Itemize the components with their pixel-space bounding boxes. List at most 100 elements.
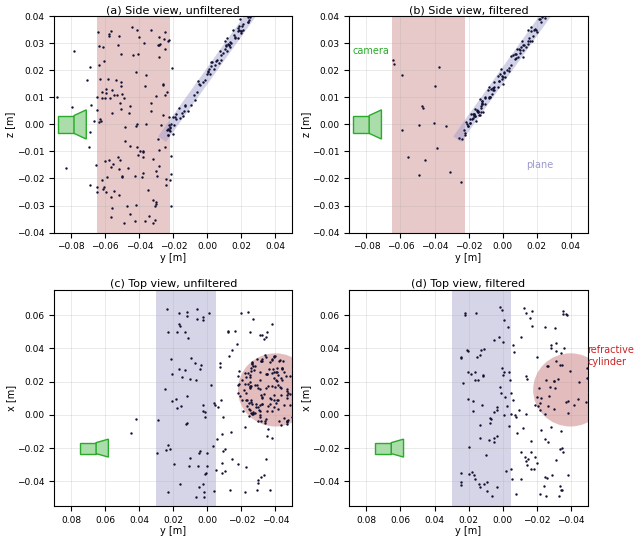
Point xyxy=(328,421,339,429)
Point xyxy=(240,488,250,496)
Point xyxy=(67,103,77,112)
Point xyxy=(158,35,168,43)
Point xyxy=(267,433,277,442)
Point xyxy=(250,380,260,389)
Point xyxy=(441,121,451,130)
Point xyxy=(192,315,202,324)
Point xyxy=(220,444,230,453)
Point xyxy=(161,126,172,134)
Point xyxy=(558,310,568,319)
Point xyxy=(573,395,583,404)
Point xyxy=(289,414,299,422)
Point xyxy=(556,427,566,435)
Point xyxy=(257,393,268,402)
Point xyxy=(511,412,521,421)
Polygon shape xyxy=(369,110,381,139)
Point xyxy=(205,58,216,67)
Point xyxy=(172,114,182,123)
Point xyxy=(485,93,495,101)
Point xyxy=(262,0,272,1)
Point xyxy=(466,369,476,378)
Point xyxy=(472,106,482,115)
Point xyxy=(263,382,273,391)
Point xyxy=(148,196,158,205)
Point xyxy=(204,64,214,73)
Point xyxy=(489,77,499,86)
Point xyxy=(551,338,561,347)
Point xyxy=(116,173,127,182)
Point xyxy=(269,352,280,360)
Point xyxy=(52,92,62,101)
Point xyxy=(106,163,116,172)
Point xyxy=(290,355,300,364)
Point xyxy=(243,13,253,22)
Point xyxy=(200,407,210,416)
Point xyxy=(185,375,195,383)
Point xyxy=(228,26,239,35)
Point xyxy=(259,335,269,344)
Point xyxy=(544,10,554,18)
Bar xyxy=(156,290,216,506)
Point xyxy=(465,109,476,118)
Point xyxy=(511,53,522,62)
Point xyxy=(536,394,546,403)
Polygon shape xyxy=(74,110,86,139)
Point xyxy=(546,423,556,431)
Point xyxy=(556,349,566,357)
Point xyxy=(497,306,507,314)
Point xyxy=(518,304,529,312)
Point xyxy=(470,112,481,120)
Point xyxy=(269,352,280,360)
Bar xyxy=(97,16,170,233)
Point xyxy=(154,53,164,62)
Point xyxy=(225,41,235,49)
Point xyxy=(542,11,552,20)
Point xyxy=(183,107,193,115)
Point xyxy=(476,101,486,110)
Point xyxy=(85,63,95,72)
Point xyxy=(550,0,560,9)
Point xyxy=(516,475,526,483)
Point xyxy=(236,15,246,23)
Point xyxy=(471,308,481,317)
Point xyxy=(161,175,172,184)
Point xyxy=(184,461,195,470)
Point xyxy=(497,72,508,80)
Point xyxy=(518,53,529,62)
Point xyxy=(525,36,535,45)
Point xyxy=(232,340,242,349)
Point xyxy=(182,392,192,401)
Point xyxy=(101,88,111,97)
Point xyxy=(291,397,301,406)
Point xyxy=(526,448,536,456)
Point xyxy=(166,119,176,128)
Point xyxy=(246,367,257,376)
Point xyxy=(271,396,282,404)
Point xyxy=(217,459,227,468)
Point xyxy=(499,411,509,420)
Point xyxy=(221,42,231,51)
Point xyxy=(561,309,571,318)
Point xyxy=(171,110,181,119)
Point xyxy=(138,38,148,47)
Point xyxy=(131,415,141,423)
Point xyxy=(468,109,478,118)
Point xyxy=(465,119,475,128)
Point xyxy=(194,80,204,88)
Point xyxy=(239,386,250,395)
Point xyxy=(584,388,595,396)
Point xyxy=(509,55,520,64)
Point xyxy=(504,367,515,376)
Point xyxy=(172,328,182,337)
Point xyxy=(215,363,225,372)
Point xyxy=(138,153,148,162)
Point xyxy=(271,377,282,385)
Point xyxy=(550,456,561,464)
Point xyxy=(549,0,559,8)
Point xyxy=(160,384,170,393)
Point xyxy=(540,14,550,23)
Point xyxy=(262,370,273,379)
Point xyxy=(234,22,244,30)
Point xyxy=(418,104,428,112)
Point xyxy=(123,164,133,173)
